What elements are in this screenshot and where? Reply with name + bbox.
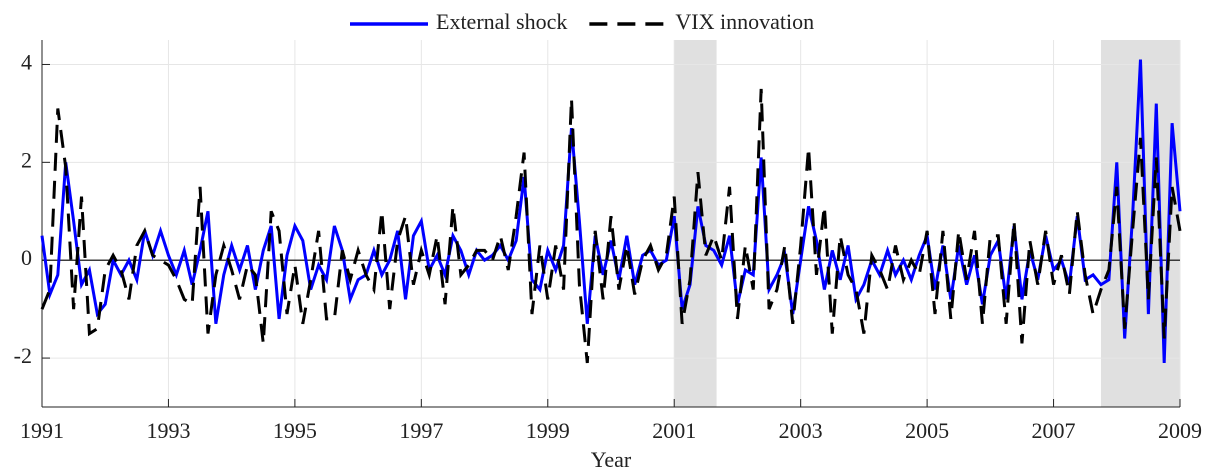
series-line bbox=[40, 59, 1182, 364]
legend-label: VIX innovation bbox=[675, 9, 814, 34]
y-tick-label: 4 bbox=[21, 50, 32, 75]
x-tick-label: 2009 bbox=[1158, 418, 1202, 443]
x-axis-label: Year bbox=[591, 447, 632, 472]
y-tick-label: 0 bbox=[21, 245, 32, 270]
y-tick-label: -2 bbox=[14, 343, 32, 368]
x-tick-label: 1999 bbox=[526, 418, 570, 443]
series-line bbox=[40, 88, 1182, 364]
legend-label: External shock bbox=[436, 9, 567, 34]
y-tick-label: 2 bbox=[21, 147, 32, 172]
x-tick-label: 2007 bbox=[1032, 418, 1076, 443]
x-tick-label: 1997 bbox=[399, 418, 443, 443]
x-tick-label: 2005 bbox=[905, 418, 949, 443]
x-tick-label: 1991 bbox=[20, 418, 64, 443]
x-tick-label: 2003 bbox=[779, 418, 823, 443]
x-tick-label: 1993 bbox=[146, 418, 190, 443]
x-tick-label: 1995 bbox=[273, 418, 317, 443]
x-tick-label: 2001 bbox=[652, 418, 696, 443]
